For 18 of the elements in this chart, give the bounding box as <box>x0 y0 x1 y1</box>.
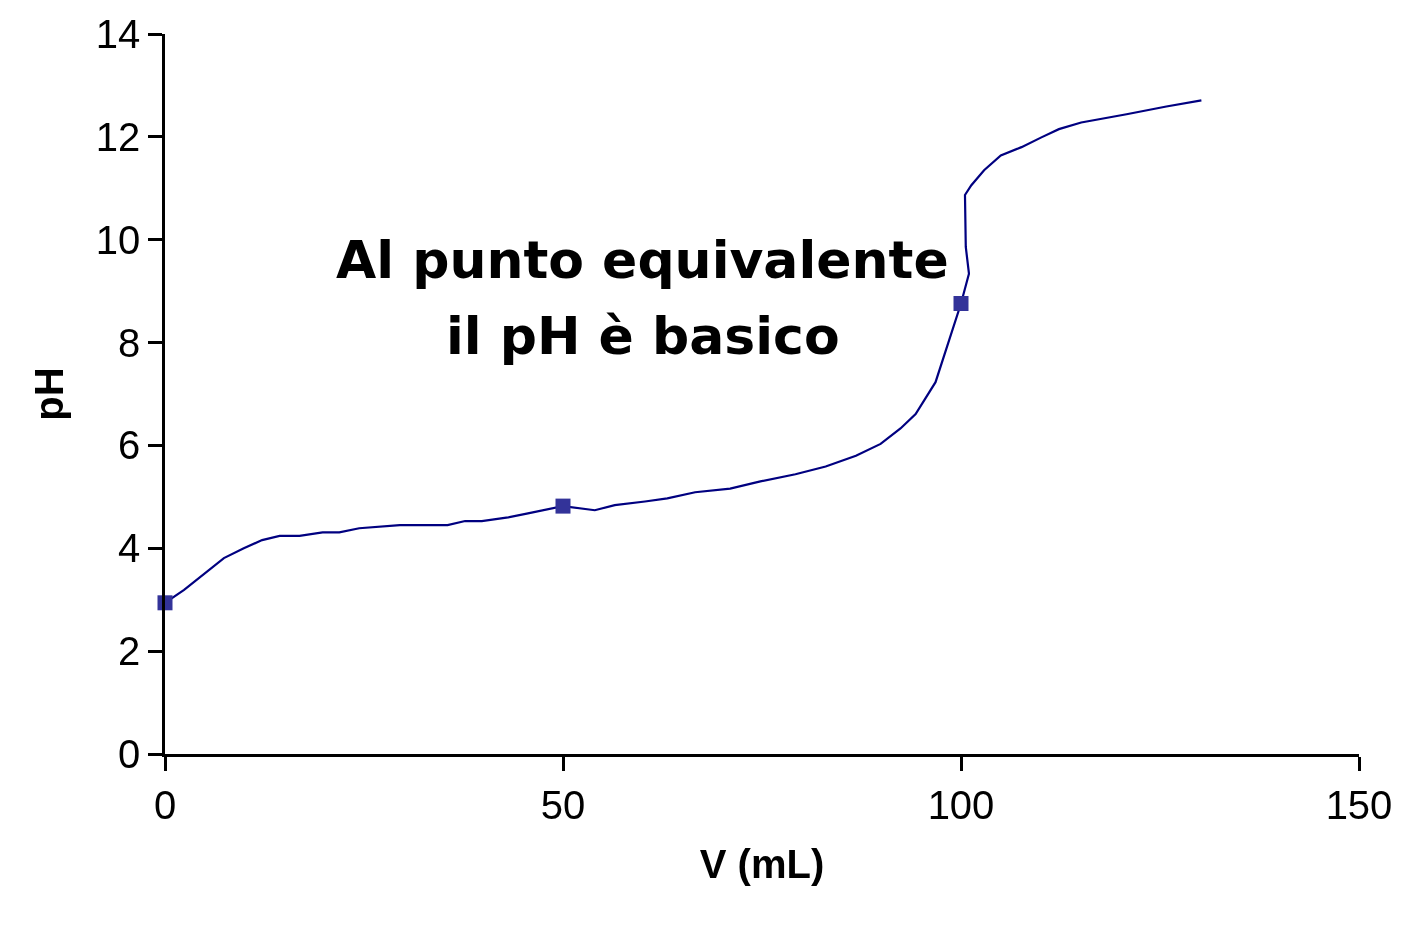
point <box>953 295 969 311</box>
y-tick-label: 0 <box>118 732 141 776</box>
x-tick-label: 100 <box>927 782 995 827</box>
y-axis-title: pH <box>27 367 72 421</box>
y-tick-label: 14 <box>95 12 141 56</box>
y-tick-label: 10 <box>95 217 141 262</box>
y-tick-label: 12 <box>95 114 141 159</box>
y-tick-label: 8 <box>118 320 141 365</box>
annotation: Al punto equivalente <box>336 230 949 290</box>
y-tick-label: 4 <box>118 526 141 571</box>
y-tick-label: 6 <box>118 423 141 468</box>
x-axis-title: V (mL) <box>699 842 825 887</box>
x-tick-label: 50 <box>540 782 586 827</box>
y-tick-label: 2 <box>118 629 141 674</box>
x-tick-label: 0 <box>153 782 177 827</box>
annotation: il pH è basico <box>446 306 840 366</box>
point <box>555 498 571 514</box>
x-tick-label: 150 <box>1325 782 1393 827</box>
